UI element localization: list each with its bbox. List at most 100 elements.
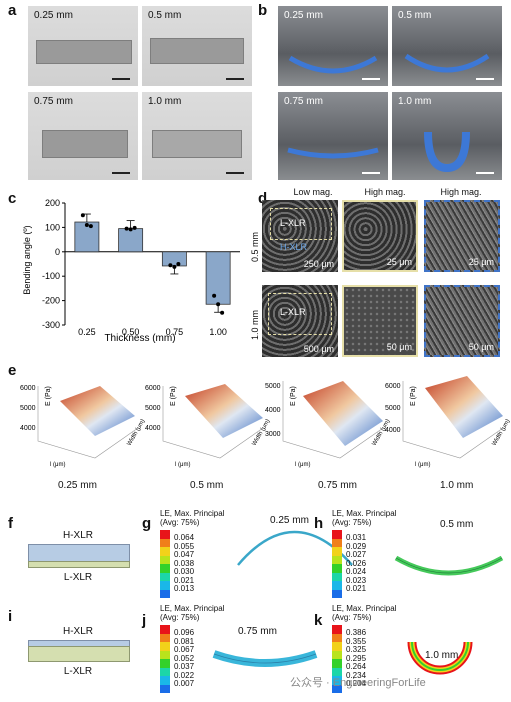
chart-y-tick-label: 200: [45, 198, 60, 208]
chart-point: [216, 302, 221, 307]
legend-h: 0.031 0.029 0.027 0.026 0.024 0.023 0.021: [332, 530, 392, 598]
sim-0.5mm: [394, 555, 504, 576]
sim-label-g: 0.25 mm: [270, 515, 309, 526]
surface-z-tick: 4000: [385, 427, 401, 434]
legend-value: 0.355: [346, 636, 367, 646]
chart-x-tick-label: 0.25: [78, 327, 96, 337]
sem-hxlr-label: H-XLR: [280, 242, 308, 252]
legend-subtitle: (Avg: 75%): [160, 613, 200, 622]
legend-value: 0.031: [346, 533, 367, 542]
legend-value: 0.047: [174, 550, 195, 559]
legend-value: 0.204: [346, 679, 367, 688]
legend-subtitle: (Avg: 75%): [332, 613, 372, 622]
photo-label: 0.75 mm: [284, 96, 323, 107]
legend-title: LE, Max. Principal: [332, 509, 397, 518]
bending-angle-chart: 200 100 0 -100 -200 -300 0.25 0.50 0.75 1.00 Thic…: [22, 198, 240, 344]
layer-bottom-label: L-XLR: [63, 572, 93, 583]
surface-z-tick: 5000: [265, 383, 281, 390]
chart-y-tick-label: -100: [42, 271, 60, 281]
legend-value: 0.064: [174, 533, 195, 542]
panel-label-k: k: [314, 612, 323, 629]
photo-b3: 0.75 mm: [278, 92, 388, 180]
legend-subtitle: (Avg: 75%): [160, 518, 200, 527]
legend-value: 0.021: [174, 575, 195, 585]
legend-color-swatch: [160, 650, 170, 659]
surface-z-label: E (Pa): [170, 386, 177, 406]
photo-a1: 0.25 mm: [28, 6, 138, 86]
surface-z-tick: 4000: [145, 425, 161, 432]
panel-label-e: e: [8, 362, 17, 379]
surface-label-0: 0.25 mm: [58, 480, 97, 491]
sem-low-1.0: L-XLR 500 μm: [262, 285, 338, 357]
surface-x-label: l (μm): [295, 462, 310, 468]
chart-y-tick-label: 0: [55, 247, 60, 257]
chart-point: [168, 263, 173, 268]
surface-y-label: Width (μm): [127, 418, 147, 447]
legend-color-swatch: [160, 667, 170, 676]
chart-y-tick-label: -200: [42, 296, 60, 306]
chart-x-tick-label: 0.75: [166, 327, 184, 337]
surface-label-2: 0.75 mm: [318, 480, 357, 491]
surface-z-tick: 6000: [145, 385, 161, 392]
panel-label-c: c: [8, 190, 17, 207]
legend-color-swatch: [332, 547, 342, 556]
chart-x-label: Thickness (mm): [104, 333, 175, 344]
legend-value: 0.021: [346, 584, 367, 593]
sim-label-h: 0.5 mm: [440, 519, 474, 530]
legend-color-swatch: [332, 555, 342, 564]
legend-value: 0.325: [346, 645, 367, 654]
legend-color-swatch: [160, 633, 170, 642]
legend-value: 0.234: [346, 670, 367, 680]
legend-value: 0.055: [174, 541, 195, 551]
surface-plots: 6000 5000 4000 E (Pa) l (μm) Width (μm) …: [20, 376, 510, 468]
photo-b2: 0.5 mm: [392, 6, 502, 86]
row-label-1.0mm: 1.0 mm: [250, 309, 260, 340]
legend-value: 0.027: [346, 550, 367, 559]
chart-point: [84, 222, 89, 227]
chart-point: [124, 226, 129, 231]
chart-point: [132, 225, 137, 230]
chart-y-tick-label: -300: [42, 320, 60, 330]
legend-color-swatch: [160, 642, 170, 651]
sim-label-k: 1.0 mm: [425, 650, 459, 661]
legend-title: LE, Max. Principal: [160, 509, 225, 518]
panel-label-f: f: [8, 515, 13, 532]
scale-label: 500 μm: [303, 344, 334, 354]
legend-value: 0.264: [346, 662, 367, 671]
surface-z-label: E (Pa): [410, 386, 417, 406]
legend-value: 0.037: [174, 662, 195, 671]
legend-value: 0.067: [174, 645, 195, 654]
legend-value: 0.038: [174, 558, 195, 568]
legend-value: 0.007: [174, 679, 195, 688]
legend-color-swatch: [332, 581, 342, 590]
sem-lxlr-label: L-XLR: [280, 307, 306, 317]
sem-lxlr-label: L-XLR: [280, 218, 306, 228]
scale-label: 250 μm: [303, 259, 334, 269]
surface-label-1: 0.5 mm: [190, 480, 224, 491]
chart-x-tick-label: 0.50: [122, 327, 140, 337]
legend-color-swatch: [332, 684, 342, 693]
sem-high-1.0-b: 50 μm: [424, 285, 500, 357]
legend-subtitle: (Avg: 75%): [332, 518, 372, 527]
legend-color-swatch: [332, 589, 342, 598]
legend-color-swatch: [160, 659, 170, 668]
layer-lxlr: [28, 646, 130, 662]
photo-label: 0.75 mm: [34, 96, 73, 107]
scale-label: 50 μm: [386, 342, 412, 352]
legend-color-swatch: [160, 581, 170, 590]
legend-color-swatch: [332, 650, 342, 659]
legend-color-swatch: [332, 633, 342, 642]
chart-point: [128, 227, 133, 232]
legend-color-swatch: [160, 555, 170, 564]
sem-high-0.5-b: 25 μm: [424, 200, 500, 272]
legend-color-swatch: [332, 564, 342, 573]
sim-0.75mm: [212, 650, 318, 667]
photo-b4: 1.0 mm: [392, 92, 502, 180]
legend-color-swatch: [160, 625, 170, 634]
legend-color-swatch: [160, 547, 170, 556]
sim-1.0mm: [407, 641, 473, 675]
surface-x-label: l (μm): [415, 462, 430, 468]
layer-top-label: H-XLR: [62, 530, 93, 541]
photo-label: 0.5 mm: [398, 10, 432, 21]
surface-z-tick: 3000: [265, 431, 281, 438]
